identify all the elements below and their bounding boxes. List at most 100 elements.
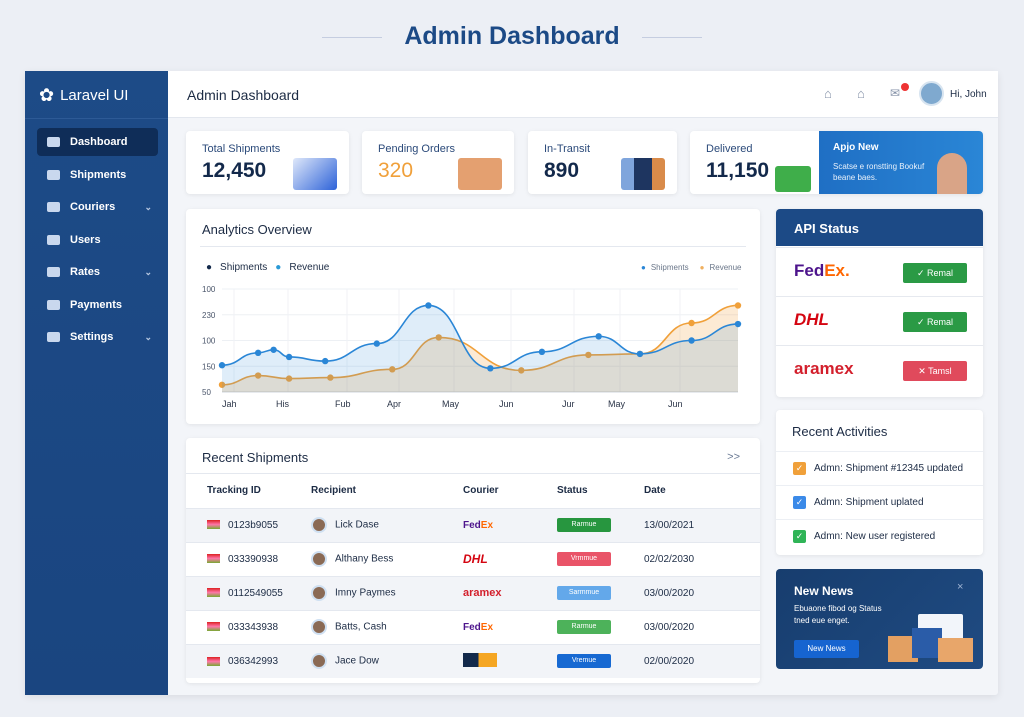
api-status-button[interactable]: ✓ Remal <box>903 312 967 332</box>
y-tick-label: 100 <box>202 285 216 294</box>
table-row[interactable]: 033343938 Batts, Cash FedEx Rarmue 03/00… <box>186 610 760 644</box>
recipient-avatar <box>311 517 327 533</box>
view-more-link[interactable]: >> <box>727 451 740 463</box>
stat-card-pending-orders[interactable]: Pending Orders 320 <box>362 131 514 194</box>
sidebar: ✿ Laravel UI Dashboard Shipments Couriers ⌄ U… <box>25 71 168 695</box>
notification-icon[interactable]: ⌂ <box>857 86 865 101</box>
top-header: Admin Dashboard ⌂ ⌂ ✉ Hi, John <box>168 71 998 118</box>
shipment-date: 03/00/2020 <box>644 621 695 633</box>
page-title: Admin Dashboard <box>0 22 1024 51</box>
avatar[interactable] <box>919 81 944 106</box>
messages-icon[interactable]: ✉ <box>890 86 901 100</box>
y-tick-label: 50 <box>202 388 211 397</box>
sidebar-item-couriers[interactable]: Couriers ⌄ <box>37 193 158 221</box>
series-line-revenue <box>221 304 739 386</box>
courier-logo: FedEx <box>463 519 494 531</box>
api-status-button[interactable]: ✓ Remal <box>903 263 967 283</box>
sidebar-item-rates[interactable]: Rates ⌄ <box>37 258 158 286</box>
flag-icon <box>207 588 220 598</box>
x-tick-label: Jun <box>668 399 683 409</box>
analytics-card: Analytics Overview ● Shipments ● Revenue ●… <box>186 209 760 424</box>
data-point <box>218 362 226 369</box>
api-row: FedEx. ✓ Remal <box>776 247 983 296</box>
recipient-avatar <box>311 653 327 670</box>
analytics-title: Analytics Overview <box>202 222 312 237</box>
data-point <box>734 320 742 328</box>
sidebar-item-settings[interactable]: Settings ⌄ <box>37 323 158 351</box>
table-row[interactable]: 0112549055 Imny Paymes aramex Sarmmue 03… <box>186 576 760 610</box>
series-area <box>222 305 738 392</box>
data-point <box>425 302 432 309</box>
tracking-id: 033343938 <box>228 621 279 633</box>
sidebar-item-users[interactable]: Users <box>37 226 158 254</box>
api-status-card: API Status FedEx. ✓ Remal DHL ✓ Remal aramex… <box>776 209 983 397</box>
stat-card-total-shipments[interactable]: Total Shipments 12,450 <box>186 131 349 194</box>
recipient-avatar <box>311 619 327 635</box>
sidebar-item-payments[interactable]: Payments <box>37 291 158 319</box>
activity-item[interactable]: ✓ Admn: New user registered <box>776 519 983 553</box>
tracking-id: 033390938 <box>228 553 279 565</box>
activity-item[interactable]: ✓ Admn: Shipment uplated <box>776 485 983 519</box>
api-status-title: API Status <box>794 221 860 236</box>
table-row[interactable]: 033390938 Althany Bess DHL Vrmmue 02/02/… <box>186 542 760 576</box>
status-badge: Vrmmue <box>557 552 611 566</box>
courier-logo: aramex <box>794 359 854 378</box>
promo-banner[interactable]: Apjo New Scatse e ronstting Bookuf beane… <box>819 131 983 194</box>
x-tick-label: Jun <box>499 399 514 409</box>
news-button[interactable]: New News <box>794 640 859 658</box>
boxes-illustration <box>888 614 973 662</box>
data-point <box>322 357 329 365</box>
flag-icon <box>207 554 220 564</box>
recipient-name: Althany Bess <box>335 553 394 565</box>
chevron-down-icon: ⌄ <box>144 201 152 212</box>
data-point <box>734 302 742 309</box>
close-icon[interactable]: × <box>957 581 964 593</box>
data-point <box>270 346 277 353</box>
stat-card-in-transit[interactable]: In-Transit 890 <box>528 131 677 194</box>
brand[interactable]: ✿ Laravel UI <box>39 85 128 106</box>
data-point <box>218 381 226 388</box>
data-point <box>254 349 262 357</box>
support-agent-image <box>937 153 967 194</box>
sidebar-item-label: Dashboard <box>70 136 128 148</box>
data-point <box>595 333 602 340</box>
column-header[interactable]: Recipient <box>311 485 357 497</box>
activity-item[interactable]: ✓ Admn: Shipment #12345 updated <box>776 451 983 485</box>
column-header[interactable]: Tracking ID <box>207 485 261 497</box>
boxes-icon <box>293 158 337 190</box>
flag-icon <box>207 622 220 632</box>
sidebar-item-dashboard[interactable]: Dashboard <box>37 128 158 156</box>
y-tick-label: 100 <box>202 337 216 346</box>
x-tick-label: Apr <box>387 399 401 409</box>
column-header[interactable]: Courier <box>463 485 499 497</box>
shipments-icon <box>47 169 60 180</box>
greeting: Hi, John <box>950 89 987 100</box>
activity-text: Admn: Shipment #12345 updated <box>814 463 963 474</box>
sidebar-item-shipments[interactable]: Shipments <box>37 161 158 189</box>
shipment-date: 13/00/2021 <box>644 519 695 531</box>
couriers-icon <box>47 202 60 212</box>
x-tick-label: Jur <box>562 399 575 409</box>
column-header[interactable]: Date <box>644 485 666 497</box>
x-tick-label: May <box>442 399 460 409</box>
stat-value: 11,150 <box>706 159 770 182</box>
check-icon: ✓ <box>793 496 806 509</box>
home-icon[interactable]: ⌂ <box>824 86 832 101</box>
table-row[interactable]: 0123b9055 Lick Dase FedEx Rarmue 13/00/2… <box>186 508 760 542</box>
api-status-button[interactable]: ✕ Tamsl <box>903 361 967 381</box>
courier-logo <box>463 652 497 667</box>
recent-shipments-title: Recent Shipments <box>202 450 309 465</box>
stat-card-delivered[interactable]: Delivered 11,150 Apjo New Scatse e ronstt… <box>690 131 983 194</box>
status-badge: Sarmmue <box>557 586 611 600</box>
table-row[interactable]: 036342993 Jace Dow Vremue 02/00/2020 <box>186 644 760 678</box>
x-tick-label: His <box>276 399 289 409</box>
promo-title: Apjo New <box>833 142 879 153</box>
news-title: New News <box>794 584 854 598</box>
stat-label: Total Shipments <box>202 143 281 155</box>
money-icon <box>775 166 811 192</box>
api-row: DHL ✓ Remal <box>776 296 983 345</box>
sidebar-item-label: Payments <box>70 298 122 311</box>
promo-text: Scatse e ronstting Bookuf beane baes. <box>833 162 925 182</box>
column-header[interactable]: Status <box>557 485 588 497</box>
sidebar-item-label: Shipments <box>70 168 127 181</box>
